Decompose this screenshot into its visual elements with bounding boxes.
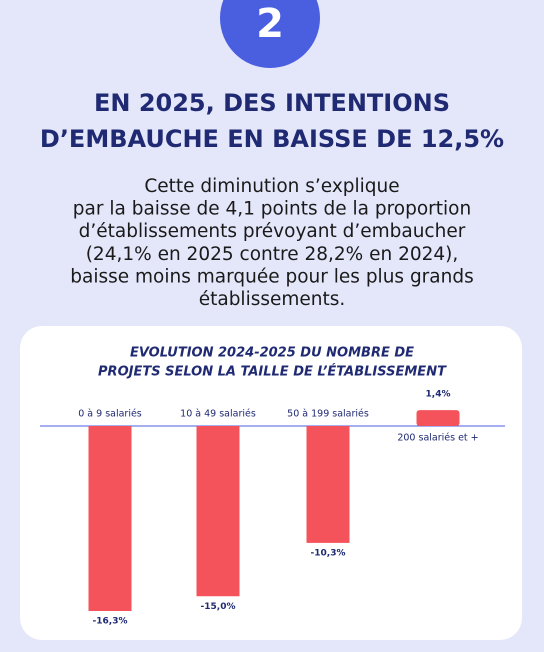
paragraph-line: (24,1% en 2025 contre 28,2% en 2024), [86,244,459,265]
paragraph-line: établissements. [199,289,346,310]
category-label: 50 à 199 salariés [287,409,369,420]
badge-number: 2 [256,1,284,47]
badge-circle [220,0,320,68]
heading-line: EN 2025, DES INTENTIONS [94,89,450,117]
category-label: 200 salariés et + [397,433,478,444]
paragraph-line: baisse moins marquée pour les plus grand… [70,266,473,287]
bar [416,410,460,426]
value-label: -15,0% [201,602,236,612]
paragraph-line: d’établissements prévoyant d’embaucher [79,221,466,242]
bar [306,426,350,543]
bar [88,426,132,612]
category-label: 10 à 49 salariés [180,409,256,420]
value-label: -16,3% [93,617,128,627]
chart-card [20,326,522,640]
paragraph-line: par la baisse de 4,1 points de la propor… [73,199,471,220]
chart-title: PROJETS SELON LA TAILLE DE L’ÉTABLISSEME… [98,364,447,380]
value-label: -10,3% [311,548,346,558]
paragraph-line: Cette diminution s’explique [144,176,399,197]
category-label: 0 à 9 salariés [78,409,142,420]
bar [196,426,240,597]
chart-title: EVOLUTION 2024-2025 DU NOMBRE DE [130,346,414,361]
value-label: 1,4% [426,390,451,400]
heading-line: D’EMBAUCHE EN BAISSE DE 12,5% [40,125,504,153]
